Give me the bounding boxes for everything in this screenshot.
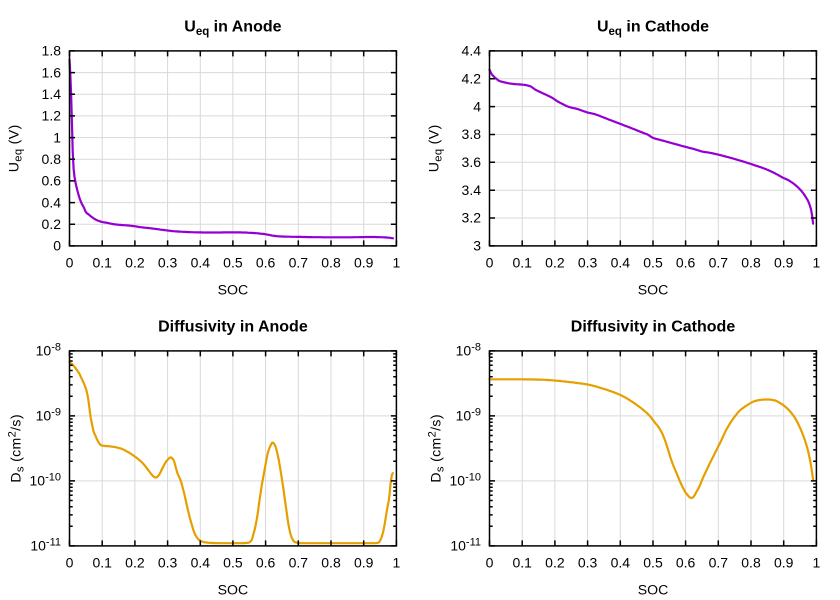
svg-text:0.4: 0.4: [191, 255, 211, 271]
svg-text:0.6: 0.6: [676, 555, 696, 571]
svg-text:0.9: 0.9: [354, 255, 374, 271]
svg-text:SOC: SOC: [218, 282, 249, 298]
svg-text:0.7: 0.7: [709, 255, 729, 271]
svg-text:0.3: 0.3: [578, 255, 598, 271]
svg-text:3: 3: [473, 238, 481, 254]
svg-text:Ueq in Anode: Ueq in Anode: [184, 18, 281, 38]
svg-text:0.2: 0.2: [545, 555, 565, 571]
svg-text:1.2: 1.2: [42, 108, 62, 124]
svg-text:0.4: 0.4: [191, 555, 211, 571]
svg-text:0.3: 0.3: [158, 555, 178, 571]
svg-text:0.8: 0.8: [741, 255, 761, 271]
svg-text:0.7: 0.7: [289, 255, 309, 271]
svg-text:0.4: 0.4: [42, 194, 62, 210]
svg-text:0.5: 0.5: [223, 255, 243, 271]
svg-text:0.8: 0.8: [741, 555, 761, 571]
svg-text:3.8: 3.8: [462, 126, 482, 142]
svg-text:0.2: 0.2: [545, 255, 565, 271]
svg-text:Ds (cm2/s): Ds (cm2/s): [7, 414, 27, 483]
svg-text:0.4: 0.4: [611, 255, 631, 271]
svg-text:0.5: 0.5: [643, 555, 663, 571]
svg-text:0.7: 0.7: [709, 555, 729, 571]
svg-text:3.2: 3.2: [462, 210, 482, 226]
svg-text:0.4: 0.4: [611, 555, 631, 571]
svg-text:0.5: 0.5: [223, 555, 243, 571]
svg-text:0.6: 0.6: [42, 173, 62, 189]
svg-text:3.4: 3.4: [462, 182, 482, 198]
svg-text:Diffusivity in Cathode: Diffusivity in Cathode: [571, 318, 736, 335]
svg-text:Ds (cm2/s): Ds (cm2/s): [427, 414, 447, 483]
svg-text:1.4: 1.4: [42, 86, 62, 102]
svg-text:0.1: 0.1: [512, 255, 532, 271]
svg-text:0: 0: [486, 255, 494, 271]
svg-text:Diffusivity in Anode: Diffusivity in Anode: [158, 318, 308, 335]
svg-text:0.8: 0.8: [321, 255, 341, 271]
svg-text:1: 1: [393, 255, 401, 271]
svg-text:0.6: 0.6: [256, 555, 276, 571]
svg-text:0: 0: [53, 238, 61, 254]
svg-text:0.2: 0.2: [125, 255, 145, 271]
svg-text:3.6: 3.6: [462, 154, 482, 170]
svg-text:0.3: 0.3: [578, 555, 598, 571]
svg-text:0.8: 0.8: [321, 555, 341, 571]
svg-text:0.1: 0.1: [512, 555, 532, 571]
svg-text:0.1: 0.1: [92, 255, 112, 271]
svg-text:0.6: 0.6: [256, 255, 276, 271]
svg-text:0.2: 0.2: [125, 555, 145, 571]
svg-text:SOC: SOC: [638, 282, 669, 298]
svg-text:Ueq in Cathode: Ueq in Cathode: [597, 18, 709, 38]
svg-text:0.6: 0.6: [676, 255, 696, 271]
svg-text:0.9: 0.9: [354, 555, 374, 571]
svg-text:1: 1: [813, 255, 821, 271]
svg-text:SOC: SOC: [218, 582, 249, 598]
svg-text:0.9: 0.9: [774, 255, 794, 271]
svg-text:SOC: SOC: [638, 582, 669, 598]
svg-text:1.8: 1.8: [42, 43, 62, 59]
svg-text:1.6: 1.6: [42, 64, 62, 80]
svg-text:0: 0: [486, 555, 494, 571]
svg-text:1: 1: [53, 129, 61, 145]
svg-text:4.4: 4.4: [462, 43, 482, 59]
svg-text:1: 1: [393, 555, 401, 571]
svg-text:0.9: 0.9: [774, 555, 794, 571]
svg-text:1: 1: [813, 555, 821, 571]
svg-text:4.2: 4.2: [462, 71, 482, 87]
svg-text:0.7: 0.7: [289, 555, 309, 571]
svg-text:0.1: 0.1: [92, 555, 112, 571]
svg-text:0.3: 0.3: [158, 255, 178, 271]
svg-text:4: 4: [473, 98, 481, 114]
svg-text:0: 0: [66, 255, 74, 271]
svg-text:0.5: 0.5: [643, 255, 663, 271]
svg-text:0: 0: [66, 555, 74, 571]
svg-text:0.8: 0.8: [42, 151, 62, 167]
svg-text:0.2: 0.2: [42, 216, 62, 232]
